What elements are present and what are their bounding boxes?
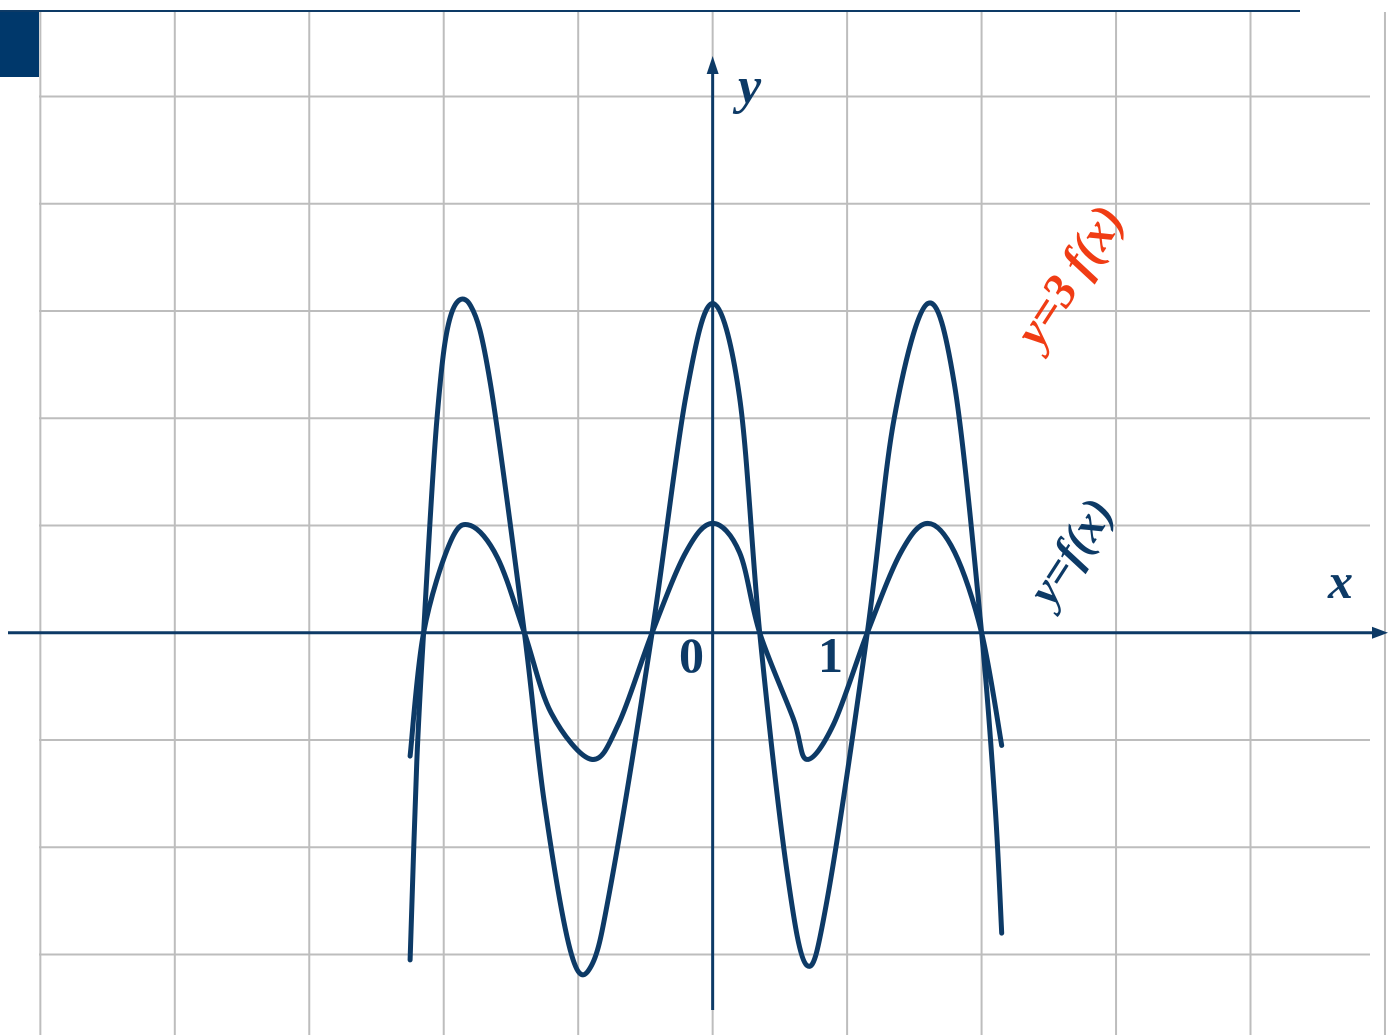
origin-label: 0 — [679, 627, 704, 683]
curves — [407, 296, 1005, 978]
y-axis-label: y — [732, 58, 762, 115]
series-label-f: y=f(x) — [1015, 489, 1123, 618]
top-rule — [0, 10, 1300, 12]
axes — [8, 56, 1388, 1010]
grid — [39, 12, 1386, 1035]
x-axis-label: x — [1327, 553, 1353, 609]
x-axis-arrow — [1372, 626, 1388, 639]
series-label-3f: y=3 f(x) — [1002, 196, 1134, 360]
y-axis-arrow — [706, 56, 719, 74]
x-tick-label-1: 1 — [818, 627, 843, 683]
curve-f — [407, 520, 1005, 762]
curve-3f — [407, 296, 1005, 978]
corner-block — [0, 12, 39, 77]
labels: x y 0 1 y=f(x) y=3 f(x) — [679, 58, 1353, 683]
